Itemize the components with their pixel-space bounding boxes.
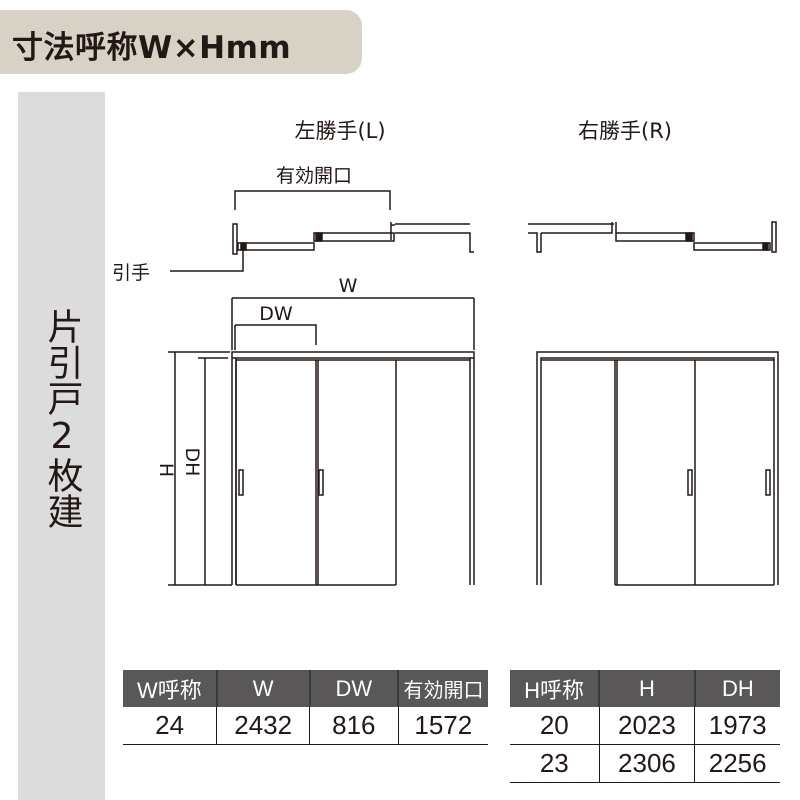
table-cell: 2023 (598, 707, 695, 745)
right-elevation (536, 351, 779, 586)
column-header: H呼称 (510, 670, 600, 707)
column-header: DW (308, 670, 399, 707)
table-header-row: W呼称 W DW 有効開口 (123, 670, 488, 707)
table-row: 23 2306 2256 (510, 744, 780, 783)
effective-opening-label: 有効開口 (276, 165, 352, 187)
w-dimension-label: W (339, 275, 358, 297)
table-cell: 20 (510, 707, 600, 745)
height-table: H呼称 H DH 20 2023 1973 23 2306 2256 (510, 670, 780, 783)
handle-label: 引手 (112, 262, 150, 284)
dw-dimension-label: DW (259, 303, 293, 325)
dh-dimension-label: DH (181, 448, 203, 477)
door-type-label: 片引戸2枚建 (41, 308, 83, 529)
table-row: 20 2023 1973 (510, 707, 780, 745)
column-header: W (215, 670, 310, 707)
h-dimension-label: H (155, 463, 177, 477)
table-header-row: H呼称 H DH (510, 670, 780, 707)
table-cell: 1973 (694, 707, 780, 745)
width-table: W呼称 W DW 有効開口 24 2432 816 1572 (123, 670, 488, 745)
left-hand-title: 左勝手(L) (294, 119, 385, 143)
table-row: 24 2432 816 1572 (123, 707, 488, 745)
column-header: DH (693, 670, 780, 707)
side-band (18, 92, 105, 800)
table-cell: 2432 (216, 707, 310, 745)
right-plan-view (528, 221, 777, 253)
column-header: 有効開口 (397, 670, 488, 707)
title: 寸法呼称W×Hmm (12, 30, 292, 66)
left-plan-view: 有効開口 引手 (112, 165, 474, 284)
table-cell: 23 (510, 744, 600, 783)
left-elevation: W DW H DH (155, 275, 475, 586)
column-header: H (598, 670, 695, 707)
right-hand-title: 右勝手(R) (578, 119, 672, 143)
table-cell: 2306 (598, 744, 695, 783)
table-cell: 2256 (694, 744, 780, 783)
table-cell: 1572 (397, 707, 488, 745)
table-cell: 24 (123, 707, 217, 745)
table-cell: 816 (309, 707, 399, 745)
title-banner: 寸法呼称W×Hmm (0, 10, 362, 74)
column-header: W呼称 (123, 670, 217, 707)
